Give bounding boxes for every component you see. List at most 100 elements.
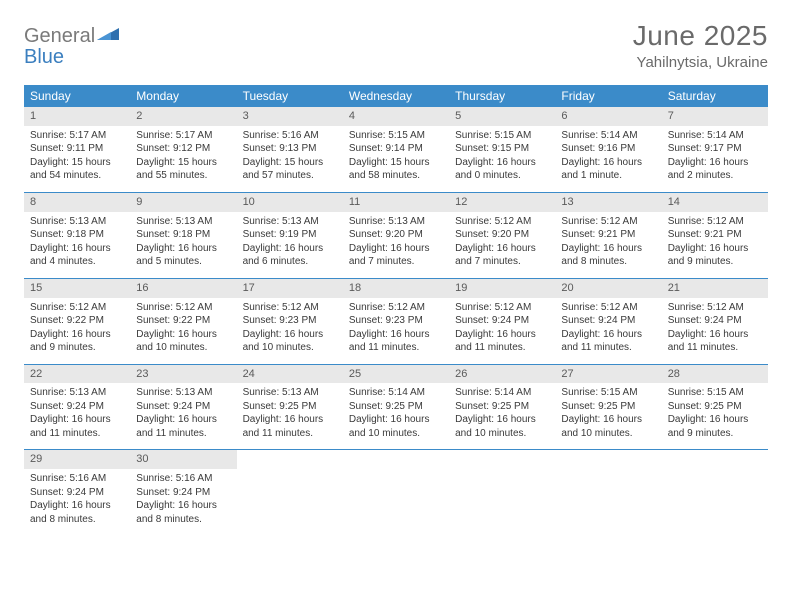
daylight-text-1: Daylight: 16 hours — [30, 328, 124, 342]
day-number: 7 — [662, 107, 768, 126]
day-body: Sunrise: 5:12 AMSunset: 9:21 PMDaylight:… — [555, 212, 661, 278]
daylight-text-1: Daylight: 15 hours — [136, 156, 230, 170]
sunset-text: Sunset: 9:24 PM — [455, 314, 549, 328]
day-cell: . — [662, 450, 768, 535]
day-number: 11 — [343, 193, 449, 212]
day-body: Sunrise: 5:13 AMSunset: 9:24 PMDaylight:… — [24, 383, 130, 449]
day-cell: 18Sunrise: 5:12 AMSunset: 9:23 PMDayligh… — [343, 278, 449, 364]
sunrise-text: Sunrise: 5:12 AM — [668, 215, 762, 229]
day-number: 15 — [24, 279, 130, 298]
sunset-text: Sunset: 9:15 PM — [455, 142, 549, 156]
day-body: Sunrise: 5:13 AMSunset: 9:20 PMDaylight:… — [343, 212, 449, 278]
daylight-text-1: Daylight: 16 hours — [561, 156, 655, 170]
day-body: Sunrise: 5:17 AMSunset: 9:11 PMDaylight:… — [24, 126, 130, 192]
sunset-text: Sunset: 9:25 PM — [455, 400, 549, 414]
day-cell: 30Sunrise: 5:16 AMSunset: 9:24 PMDayligh… — [130, 450, 236, 535]
daylight-text-2: and 8 minutes. — [561, 255, 655, 269]
sunset-text: Sunset: 9:14 PM — [349, 142, 443, 156]
day-number: 1 — [24, 107, 130, 126]
daylight-text-1: Daylight: 16 hours — [455, 328, 549, 342]
weekday-header: Friday — [555, 85, 661, 107]
day-body: Sunrise: 5:16 AMSunset: 9:24 PMDaylight:… — [130, 469, 236, 535]
weekday-header: Thursday — [449, 85, 555, 107]
day-cell: . — [449, 450, 555, 535]
sunrise-text: Sunrise: 5:12 AM — [243, 301, 337, 315]
sunset-text: Sunset: 9:25 PM — [349, 400, 443, 414]
sunrise-text: Sunrise: 5:14 AM — [561, 129, 655, 143]
sunset-text: Sunset: 9:20 PM — [455, 228, 549, 242]
daylight-text-2: and 10 minutes. — [136, 341, 230, 355]
day-body: Sunrise: 5:12 AMSunset: 9:24 PMDaylight:… — [449, 298, 555, 364]
sunset-text: Sunset: 9:25 PM — [561, 400, 655, 414]
logo: General Blue — [24, 20, 119, 68]
daylight-text-1: Daylight: 16 hours — [30, 242, 124, 256]
day-cell: 21Sunrise: 5:12 AMSunset: 9:24 PMDayligh… — [662, 278, 768, 364]
day-cell: 29Sunrise: 5:16 AMSunset: 9:24 PMDayligh… — [24, 450, 130, 535]
daylight-text-2: and 11 minutes. — [30, 427, 124, 441]
logo-word2: Blue — [24, 46, 64, 68]
daylight-text-1: Daylight: 16 hours — [30, 413, 124, 427]
day-cell: 19Sunrise: 5:12 AMSunset: 9:24 PMDayligh… — [449, 278, 555, 364]
daylight-text-1: Daylight: 16 hours — [668, 242, 762, 256]
daylight-text-1: Daylight: 16 hours — [243, 242, 337, 256]
day-cell: 17Sunrise: 5:12 AMSunset: 9:23 PMDayligh… — [237, 278, 343, 364]
daylight-text-2: and 5 minutes. — [136, 255, 230, 269]
day-number: 24 — [237, 365, 343, 384]
daylight-text-1: Daylight: 16 hours — [30, 499, 124, 513]
day-number: 28 — [662, 365, 768, 384]
sunrise-text: Sunrise: 5:13 AM — [30, 386, 124, 400]
day-number: 23 — [130, 365, 236, 384]
day-body: Sunrise: 5:13 AMSunset: 9:24 PMDaylight:… — [130, 383, 236, 449]
daylight-text-2: and 2 minutes. — [668, 169, 762, 183]
day-body: Sunrise: 5:12 AMSunset: 9:20 PMDaylight:… — [449, 212, 555, 278]
sunrise-text: Sunrise: 5:16 AM — [30, 472, 124, 486]
daylight-text-1: Daylight: 16 hours — [136, 413, 230, 427]
daylight-text-1: Daylight: 16 hours — [136, 242, 230, 256]
day-number: 16 — [130, 279, 236, 298]
daylight-text-2: and 11 minutes. — [561, 341, 655, 355]
sunrise-text: Sunrise: 5:13 AM — [243, 386, 337, 400]
day-body: Sunrise: 5:12 AMSunset: 9:23 PMDaylight:… — [343, 298, 449, 364]
sunrise-text: Sunrise: 5:15 AM — [561, 386, 655, 400]
day-body: Sunrise: 5:12 AMSunset: 9:21 PMDaylight:… — [662, 212, 768, 278]
daylight-text-1: Daylight: 16 hours — [349, 242, 443, 256]
day-body: Sunrise: 5:13 AMSunset: 9:25 PMDaylight:… — [237, 383, 343, 449]
sunrise-text: Sunrise: 5:13 AM — [30, 215, 124, 229]
weekday-header: Wednesday — [343, 85, 449, 107]
daylight-text-2: and 10 minutes. — [455, 427, 549, 441]
day-cell: 8 Sunrise: 5:13 AMSunset: 9:18 PMDaylight… — [24, 192, 130, 278]
day-cell: . — [343, 450, 449, 535]
day-number: 6 — [555, 107, 661, 126]
day-number: 5 — [449, 107, 555, 126]
day-body: Sunrise: 5:12 AMSunset: 9:24 PMDaylight:… — [662, 298, 768, 364]
day-number: 2 — [130, 107, 236, 126]
logo-text-block: General Blue — [24, 26, 119, 68]
daylight-text-2: and 9 minutes. — [668, 255, 762, 269]
day-number: 17 — [237, 279, 343, 298]
daylight-text-2: and 11 minutes. — [243, 427, 337, 441]
calendar-row: 22Sunrise: 5:13 AMSunset: 9:24 PMDayligh… — [24, 364, 768, 450]
day-cell: 3Sunrise: 5:16 AMSunset: 9:13 PMDaylight… — [237, 107, 343, 192]
day-body: Sunrise: 5:13 AMSunset: 9:18 PMDaylight:… — [130, 212, 236, 278]
page-location: Yahilnytsia, Ukraine — [633, 54, 768, 71]
sunset-text: Sunset: 9:24 PM — [561, 314, 655, 328]
daylight-text-2: and 0 minutes. — [455, 169, 549, 183]
day-body: Sunrise: 5:16 AMSunset: 9:13 PMDaylight:… — [237, 126, 343, 192]
daylight-text-1: Daylight: 16 hours — [136, 328, 230, 342]
daylight-text-2: and 10 minutes. — [349, 427, 443, 441]
day-body: Sunrise: 5:12 AMSunset: 9:22 PMDaylight:… — [24, 298, 130, 364]
sunset-text: Sunset: 9:18 PM — [30, 228, 124, 242]
sunrise-text: Sunrise: 5:13 AM — [136, 215, 230, 229]
weekday-header: Monday — [130, 85, 236, 107]
sunset-text: Sunset: 9:19 PM — [243, 228, 337, 242]
day-cell: 22Sunrise: 5:13 AMSunset: 9:24 PMDayligh… — [24, 364, 130, 450]
daylight-text-2: and 9 minutes. — [668, 427, 762, 441]
day-number: 12 — [449, 193, 555, 212]
sunrise-text: Sunrise: 5:15 AM — [668, 386, 762, 400]
sunset-text: Sunset: 9:12 PM — [136, 142, 230, 156]
day-number: 10 — [237, 193, 343, 212]
calendar-row: 29Sunrise: 5:16 AMSunset: 9:24 PMDayligh… — [24, 450, 768, 535]
day-number: 8 — [24, 193, 130, 212]
sunset-text: Sunset: 9:24 PM — [30, 400, 124, 414]
day-cell: 14Sunrise: 5:12 AMSunset: 9:21 PMDayligh… — [662, 192, 768, 278]
